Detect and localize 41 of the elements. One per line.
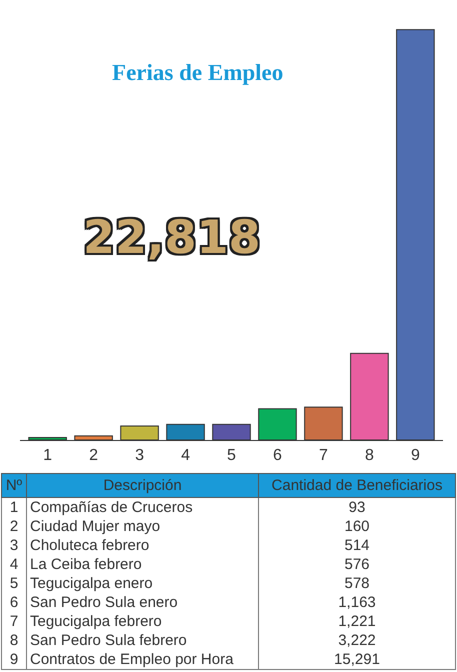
text: Contratos de Empleo por Hora [26, 650, 258, 670]
text: Ferias de Empleo [112, 60, 284, 86]
text: Choluteca febrero [26, 536, 258, 555]
category-label: 8 [10, 632, 18, 649]
text: Descripción [26, 474, 258, 498]
category-label: 7 [10, 613, 18, 630]
text: Nº [2, 474, 26, 498]
category-label: 5 [10, 575, 18, 592]
text: Ciudad Mujer mayo [26, 517, 258, 536]
x-tick-label: 5 [227, 447, 236, 464]
category-label: 3 [10, 537, 18, 554]
x-tick-label: 4 [181, 447, 190, 464]
x-tick-label: 6 [273, 447, 282, 464]
text: Tegucigalpa febrero [26, 612, 258, 631]
x-tick-label: 9 [410, 447, 420, 464]
text: Cantidad de Beneficiarios [258, 474, 456, 498]
text: 15,291 [258, 650, 456, 670]
category-label: 6 [10, 594, 18, 611]
category-label: 4 [10, 556, 18, 573]
text: La Ceiba febrero [26, 555, 258, 574]
text: 514 [258, 536, 456, 555]
text: 1,221 [258, 612, 456, 631]
x-tick-label: 7 [319, 447, 328, 464]
x-tick-label: 8 [364, 447, 374, 464]
text: Compañías de Cruceros [26, 498, 258, 517]
text: San Pedro Sula enero [26, 593, 258, 612]
text: 576 [258, 555, 456, 574]
text: Tegucigalpa enero [26, 574, 258, 593]
text: 3,222 [258, 631, 456, 650]
text: 160 [258, 517, 456, 536]
text: 1,163 [258, 593, 456, 612]
x-tick-label: 2 [89, 447, 98, 464]
category-label: 2 [10, 518, 18, 535]
text: 93 [258, 498, 456, 517]
category-label: 1 [10, 499, 18, 516]
x-tick-label: 3 [135, 447, 144, 464]
annotation: 22,818 [83, 210, 261, 264]
text: 578 [258, 574, 456, 593]
x-tick-label: 1 [43, 447, 52, 464]
category-label: 9 [10, 651, 18, 668]
text: San Pedro Sula febrero [26, 631, 258, 650]
